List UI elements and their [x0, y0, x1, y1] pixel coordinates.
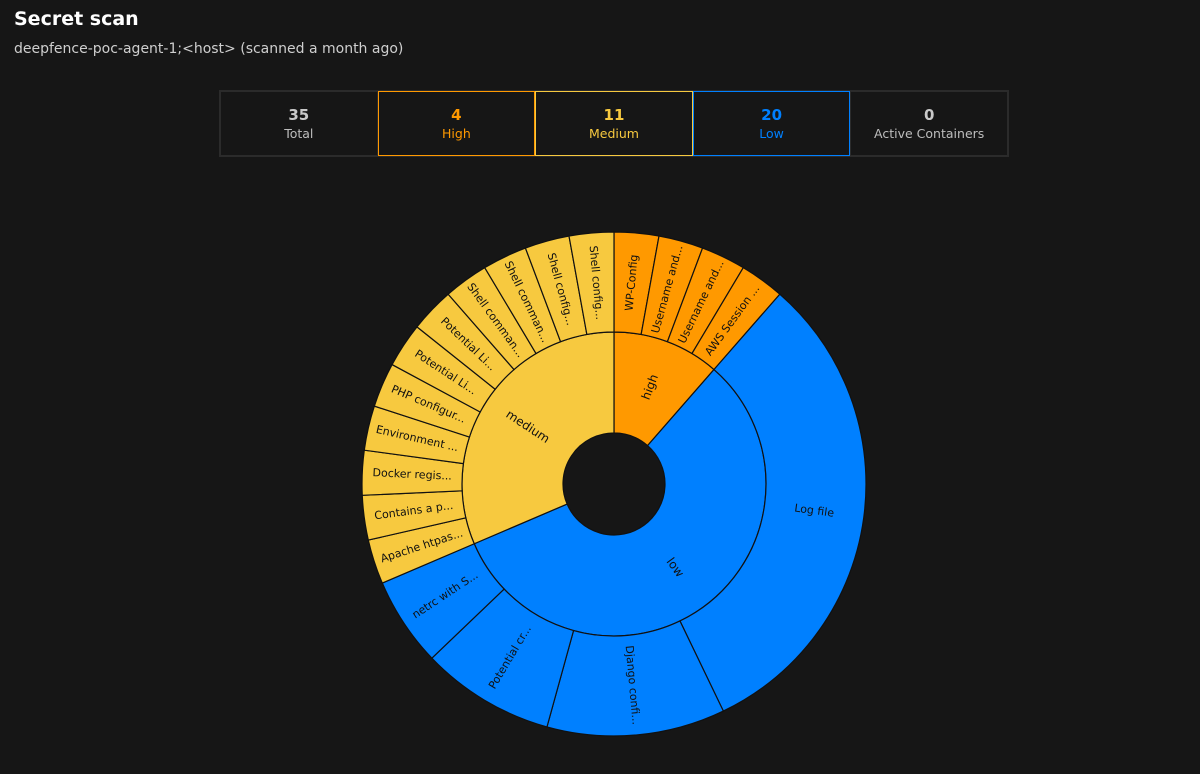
- stat-total-label: Total: [284, 125, 314, 141]
- stat-active-containers[interactable]: 0 Active Containers: [850, 91, 1008, 156]
- outer-label-docker-regis-10: Docker regis...: [372, 466, 452, 483]
- severity-summary: 35 Total 4 High 11 Medium 20 Low 0 Activ…: [219, 90, 1009, 157]
- outer-segment-log-file-4[interactable]: [679, 293, 867, 712]
- stat-low-value: 20: [761, 105, 783, 124]
- outer-label-log-file-4: Log file: [794, 502, 836, 520]
- stat-low[interactable]: 20 Low: [692, 91, 851, 156]
- stat-medium-label: Medium: [588, 125, 639, 141]
- stat-high[interactable]: 4 High: [377, 91, 536, 156]
- page-title: Secret scan: [14, 8, 139, 30]
- outer-segment-shell-config-18[interactable]: [568, 231, 615, 336]
- stat-total[interactable]: 35 Total: [220, 91, 378, 156]
- stat-medium[interactable]: 11 Medium: [535, 91, 693, 156]
- outer-label-wp-config-0: WP-Config: [623, 254, 641, 311]
- stat-low-label: Low: [759, 125, 784, 141]
- stat-high-label: High: [442, 125, 471, 141]
- stat-containers-value: 0: [923, 105, 935, 124]
- stat-containers-label: Active Containers: [874, 125, 985, 141]
- scan-subtitle: deepfence-poc-agent-1;<host> (scanned a …: [14, 41, 404, 57]
- stat-medium-value: 11: [603, 105, 625, 124]
- stat-high-value: 4: [451, 105, 462, 124]
- stat-total-value: 35: [288, 105, 310, 124]
